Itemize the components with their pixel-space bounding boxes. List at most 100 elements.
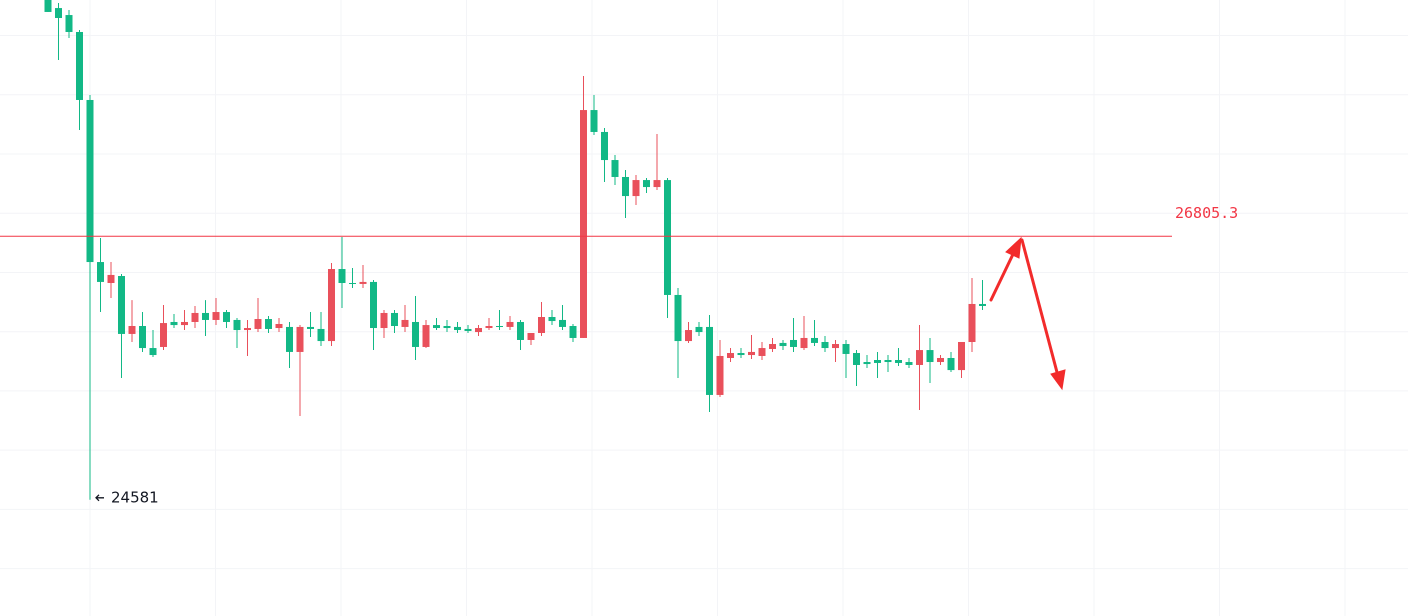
candle-body	[391, 312, 398, 327]
candle-body	[233, 319, 241, 331]
candle-body	[170, 321, 178, 326]
candle-body	[653, 180, 661, 188]
candle-body	[559, 319, 566, 327]
candle-body	[569, 326, 577, 338]
candle-body	[317, 328, 325, 342]
candle-body	[412, 321, 419, 347]
candle-body	[65, 15, 73, 32]
candle-body	[496, 326, 503, 328]
candle-body	[779, 342, 787, 347]
candle-body	[370, 281, 377, 329]
candle-body	[349, 283, 356, 285]
candle-body	[716, 355, 724, 395]
candle-body	[884, 360, 892, 363]
candle-body	[76, 31, 83, 100]
candle-body	[601, 131, 608, 161]
candle-body	[181, 321, 188, 326]
candle-body	[979, 303, 986, 306]
candle-body	[265, 319, 272, 329]
candle-body	[149, 348, 157, 356]
candle-body	[97, 262, 104, 282]
candle-body	[706, 326, 713, 395]
candle-body	[223, 312, 230, 322]
candle-body	[968, 303, 976, 342]
candle-body	[548, 317, 556, 322]
price-line-label: 26805.3	[1175, 204, 1238, 222]
candle-body	[328, 269, 335, 342]
candle-body	[454, 326, 461, 331]
candle-body	[464, 328, 472, 331]
candle-body	[842, 344, 850, 354]
candle-body	[727, 353, 734, 358]
candle-body	[590, 110, 598, 132]
candle-body	[128, 326, 136, 334]
candle-body	[485, 326, 493, 329]
drawn-arrows	[989, 236, 1066, 391]
candle-body	[580, 110, 587, 338]
candle-body	[55, 8, 62, 19]
candle-body	[191, 312, 199, 322]
candle-body	[643, 180, 650, 188]
candle-body	[937, 357, 944, 363]
candle-body	[685, 330, 692, 342]
candle-body	[800, 337, 808, 349]
arrow-down-head	[1050, 369, 1066, 391]
candle-body	[821, 341, 829, 349]
arrow-up-head	[1005, 236, 1022, 259]
candle-body	[212, 312, 220, 320]
candle-body	[895, 360, 902, 363]
candle-body	[517, 321, 524, 340]
candle-body	[905, 362, 913, 365]
arrow-up-line	[989, 246, 1018, 302]
candle-body	[107, 274, 115, 284]
candle-body	[674, 294, 682, 342]
candle-body	[622, 176, 629, 197]
annotations: 26805.3 24581	[0, 204, 1238, 506]
candle-body	[401, 319, 409, 327]
candle-body	[118, 276, 125, 334]
candle-body	[338, 269, 346, 284]
candle-body	[748, 351, 755, 356]
candle-body	[433, 325, 440, 329]
candle-body	[380, 312, 388, 329]
candle-body	[758, 348, 766, 356]
price-grid	[0, 35, 1408, 570]
candle-body	[244, 328, 251, 331]
candle-body	[611, 160, 619, 177]
candle-body	[443, 326, 451, 329]
candle-body	[44, 0, 52, 12]
candle-body	[853, 353, 860, 365]
arrow-down-line	[1020, 238, 1060, 378]
candle-body	[832, 344, 839, 349]
candle-body	[769, 344, 776, 349]
candle-body	[863, 362, 871, 365]
candle-body	[307, 326, 314, 329]
candle-body	[737, 353, 745, 356]
candle-body	[86, 99, 94, 263]
candle-body	[790, 339, 797, 347]
candle-body	[139, 326, 146, 349]
candle-body	[506, 321, 514, 327]
candle-body	[958, 341, 965, 371]
candle-body	[874, 360, 881, 363]
candle-body	[664, 180, 671, 295]
candles	[44, 0, 986, 500]
candle-body	[527, 332, 535, 340]
candle-body	[695, 326, 703, 333]
candle-body	[811, 337, 818, 343]
candle-body	[275, 323, 283, 329]
candle-body	[632, 180, 640, 197]
candle-body	[296, 326, 304, 352]
candle-body	[947, 357, 955, 371]
candle-body	[926, 350, 934, 363]
candle-body	[202, 312, 209, 320]
candle-body	[916, 350, 923, 365]
candle-body	[359, 281, 367, 284]
candle-body	[538, 317, 545, 333]
candle-body	[475, 328, 482, 333]
time-grid	[89, 0, 1346, 616]
low-marker-arrow	[95, 494, 104, 502]
candle-body	[422, 325, 430, 347]
